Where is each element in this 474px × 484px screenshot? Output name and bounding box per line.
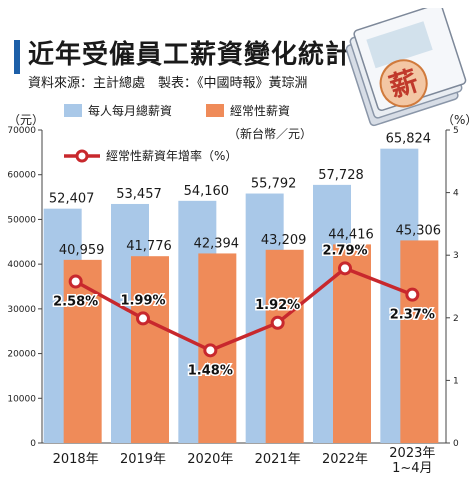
regular-salary-bar	[265, 249, 304, 443]
total-salary-label: 52,407	[49, 192, 95, 207]
left-tick-label: 10000	[7, 394, 36, 404]
total-salary-label: 54,160	[184, 184, 230, 199]
growth-rate-label: 2.79%	[322, 243, 367, 258]
regular-salary-bar	[131, 256, 169, 443]
x-category-line: 2018年	[53, 452, 99, 467]
regular-salary-label: 45,306	[396, 223, 442, 238]
regular-salary-label: 42,394	[194, 236, 240, 251]
regular-salary-label: 40,959	[59, 243, 105, 258]
right-axis-unit: （%）	[442, 113, 474, 127]
chart-subtitle: 資料來源：主計總處 製表：《中國時報》黃琮淵	[28, 76, 308, 91]
right-tick-label: 1	[453, 376, 459, 386]
legend-swatch-regular	[206, 104, 224, 117]
total-salary-label: 65,824	[386, 132, 432, 147]
growth-rate-line	[74, 266, 413, 353]
x-category-label: 2020年	[187, 452, 233, 467]
legend-label-rate: 經常性薪資年增率（%）	[106, 148, 237, 163]
regular-salary-label: 43,209	[261, 233, 307, 248]
x-category-line: 2020年	[187, 452, 233, 467]
legend-label-total: 每人每月總薪資	[88, 103, 172, 118]
growth-rate-label: 1.99%	[120, 293, 165, 308]
money-stack-illustration: 薪	[345, 8, 467, 127]
left-tick-label: 50000	[7, 215, 36, 225]
growth-rate-label: 2.58%	[53, 294, 98, 309]
regular-salary-label: 41,776	[126, 239, 172, 254]
legend-swatch-total	[64, 104, 82, 117]
right-tick-label: 3	[453, 251, 459, 261]
growth-rate-point	[405, 287, 420, 302]
growth-rate-label: 2.37%	[390, 308, 435, 323]
growth-rate-point	[68, 274, 83, 289]
right-tick-label: 5	[453, 126, 459, 136]
right-tick-label: 4	[453, 189, 459, 199]
left-tick-label: 30000	[7, 305, 36, 315]
left-tick-label: 60000	[7, 171, 36, 181]
growth-rate-point	[136, 311, 150, 326]
right-tick-label: 2	[453, 314, 459, 324]
x-category-label: 2022年	[322, 452, 368, 467]
left-tick-label: 20000	[7, 350, 36, 360]
growth-rate-point	[203, 343, 218, 358]
x-category-label: 2018年	[53, 452, 99, 467]
x-category-line: 2019年	[120, 452, 166, 467]
unit-note: （新台幣／元）	[228, 126, 312, 141]
total-salary-label: 57,728	[318, 168, 364, 183]
x-category-line: 2022年	[322, 452, 368, 467]
x-category-line: 1~4月	[392, 461, 432, 476]
legend-swatch-rate-dot	[75, 149, 89, 163]
left-tick-label: 40000	[7, 260, 36, 270]
total-salary-label: 55,792	[251, 177, 297, 192]
title-accent-bar	[14, 40, 20, 74]
growth-rate-point	[270, 315, 285, 330]
left-tick-label: 70000	[7, 126, 36, 136]
regular-salary-label: 44,416	[328, 227, 374, 242]
growth-rate-label: 1.92%	[255, 298, 300, 313]
x-category-label: 2023年 1~4月	[389, 446, 435, 476]
right-tick-label: 0	[453, 439, 459, 449]
x-category-line: 2021年	[255, 452, 301, 467]
legend-label-regular: 經常性薪資	[230, 104, 290, 118]
x-category-label: 2019年	[120, 452, 166, 467]
x-category-label: 2021年	[255, 452, 301, 467]
total-salary-label: 53,457	[116, 187, 162, 202]
x-category-line: 2023年	[389, 446, 435, 461]
chart-title: 近年受僱員工薪資變化統計	[28, 40, 353, 70]
growth-rate-point	[338, 261, 352, 276]
growth-rate-label: 1.48%	[188, 363, 233, 378]
left-tick-label: 0	[30, 439, 36, 449]
left-axis-unit: （元）	[8, 113, 44, 127]
regular-salary-bar	[400, 240, 439, 443]
